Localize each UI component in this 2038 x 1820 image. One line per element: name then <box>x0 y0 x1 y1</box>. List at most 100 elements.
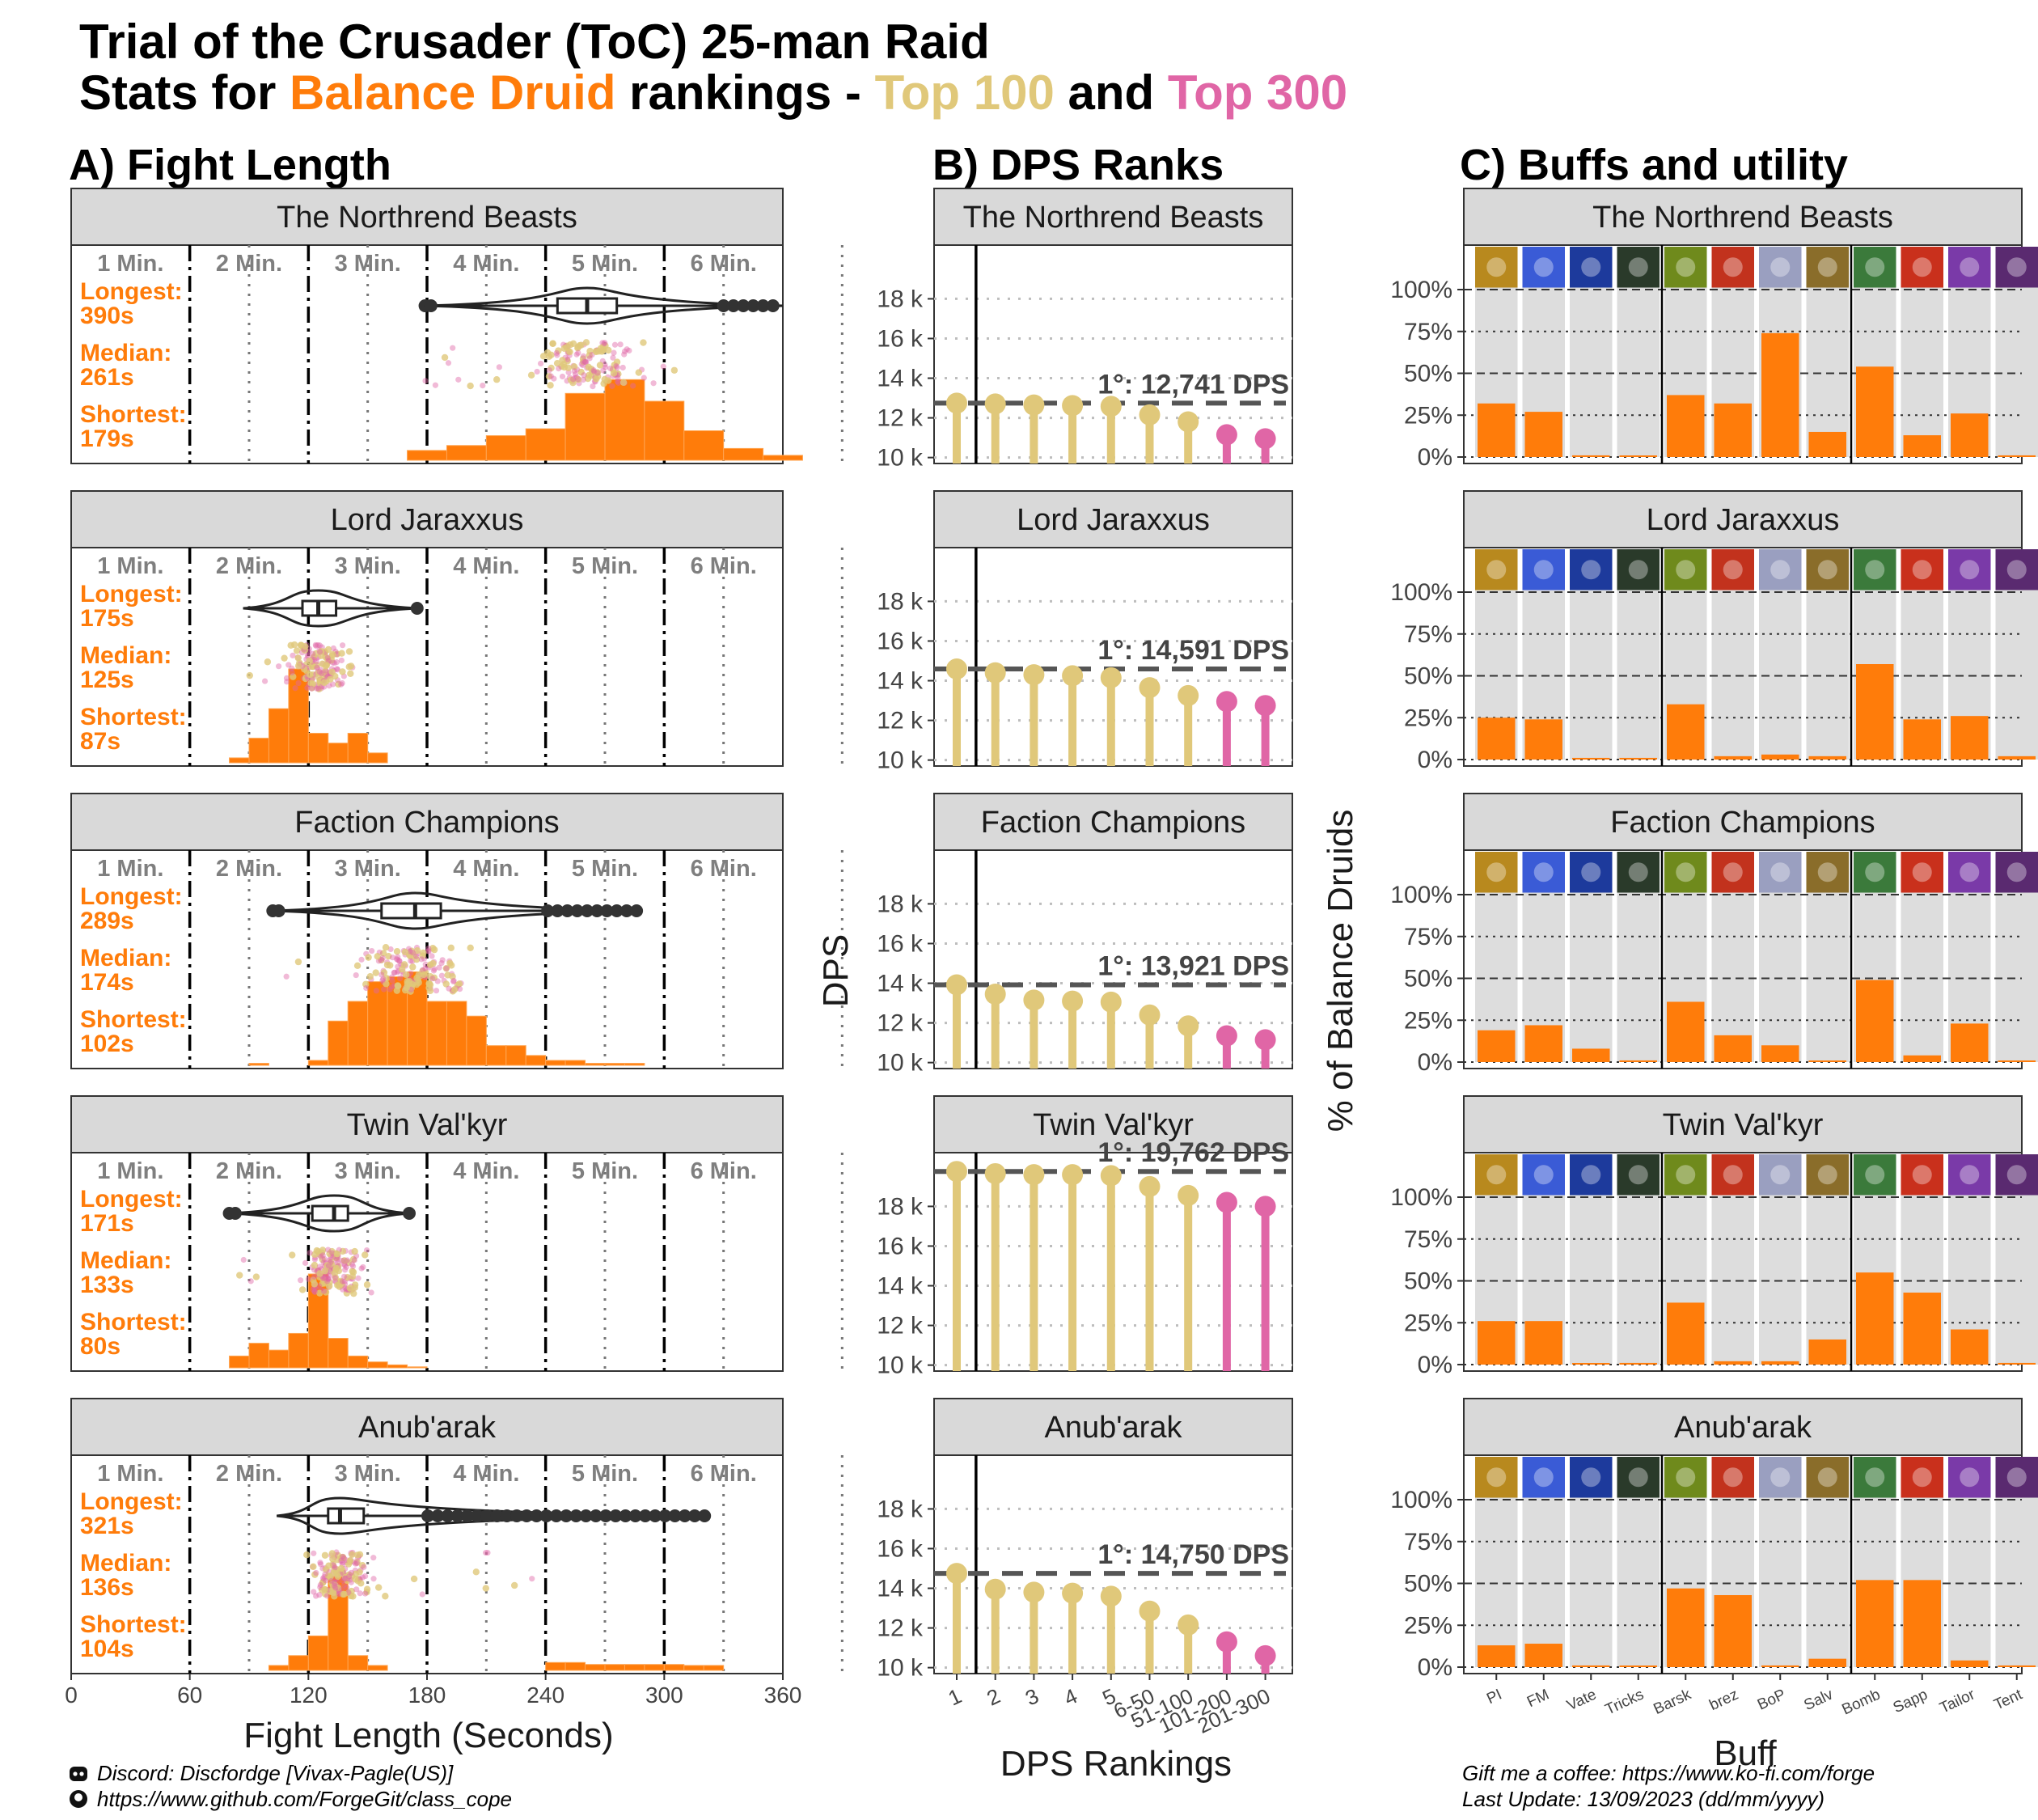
y-tick-label: 75% <box>1404 924 1452 950</box>
jitter-point <box>304 684 311 691</box>
jitter-point <box>341 1267 349 1273</box>
dps-facet: Twin Val'kyr 10 k 12 k 14 k 16 k 18 k 1°: 19,7… <box>877 1095 1293 1379</box>
jitter-point <box>575 376 581 383</box>
buff-bar <box>1478 1030 1516 1062</box>
jitter-point <box>580 353 586 359</box>
histogram-bar <box>229 1355 250 1369</box>
facet-strip-label: Faction Champions <box>981 806 1245 840</box>
icon-tile <box>1522 1457 1565 1498</box>
buff-bar-background <box>1570 286 1613 457</box>
y-tick-label: 16 k <box>877 325 924 352</box>
jitter-point <box>426 987 434 995</box>
jitter-point <box>323 1577 329 1584</box>
jitter-point <box>319 1252 326 1259</box>
minute-label: 1 Min. <box>97 251 163 277</box>
icon-glint <box>1960 1165 1980 1185</box>
icon-tile <box>1995 1154 2038 1196</box>
facet-strip <box>1463 793 2023 851</box>
jitter-point <box>321 1551 329 1559</box>
jitter-point <box>579 358 587 366</box>
buff-bar <box>1667 1588 1705 1667</box>
dps-facet: Anub'arak 10 k 12 k 14 k 16 k 18 k 1°: 14,750 … <box>877 1398 1293 1682</box>
jitter-point <box>320 1275 327 1282</box>
jitter-point <box>341 1262 348 1268</box>
histogram-bar <box>328 1338 349 1369</box>
icon-tile <box>1617 852 1660 893</box>
icon-tile <box>1664 247 1707 288</box>
lollipop-point <box>1100 667 1122 688</box>
footer-last-update: Last Update: 13/09/2023 (dd/mm/yyyy) <box>1462 1787 1824 1811</box>
jitter-point <box>425 948 432 954</box>
jitter-point <box>353 971 359 979</box>
icon-tile <box>1806 1154 1849 1196</box>
icon-glint <box>1533 257 1554 277</box>
histogram-bar <box>328 743 349 764</box>
minute-label: 6 Min. <box>691 1461 757 1487</box>
innervate-icon <box>1570 1154 1613 1196</box>
x-tick-label: 360 <box>764 1682 802 1708</box>
stat-shortest-label: Shortest: <box>80 1309 187 1335</box>
title-prefix: Stats for <box>79 66 290 120</box>
jitter-point <box>329 659 336 666</box>
jitter-point <box>353 1551 362 1559</box>
facet-strip-label: Lord Jaraxxus <box>1017 503 1210 537</box>
icon-glint <box>1912 560 1932 580</box>
jitter-point <box>332 1580 338 1586</box>
jitter-point <box>580 376 586 383</box>
jitter-point <box>370 1576 377 1582</box>
buff-bar <box>1856 980 1894 1062</box>
facet-strip-label: Twin Val'kyr <box>1033 1108 1194 1142</box>
title-class: Balance Druid <box>290 66 615 120</box>
jitter-point <box>332 1274 340 1281</box>
power-infusion-icon <box>1475 549 1518 590</box>
minute-label: 4 Min. <box>453 1461 519 1487</box>
battle-res-icon <box>1711 549 1754 590</box>
buff-facet: The Northrend Beasts 0% 25% 50% 75% 100% <box>1390 188 2038 471</box>
footer-github[interactable]: https://www.github.com/ForgeGit/class_co… <box>97 1787 512 1811</box>
figure-title: Trial of the Crusader (ToC) 25-man Raid … <box>79 15 1347 120</box>
jitter-point <box>467 944 474 951</box>
boxplot-outlier <box>619 1509 632 1522</box>
jitter-point <box>240 1256 247 1263</box>
jitter-point <box>352 1576 359 1583</box>
histogram-bar <box>545 1060 566 1066</box>
minute-label: 2 Min. <box>216 553 282 579</box>
icon-tile <box>1475 549 1518 590</box>
histogram-bar <box>387 1364 408 1369</box>
minute-label: 3 Min. <box>335 251 401 277</box>
icon-glint <box>2006 1467 2027 1488</box>
jitter-point <box>338 1557 345 1564</box>
y-tick-label: 100% <box>1390 277 1452 303</box>
boxplot-outlier <box>560 1509 573 1522</box>
buff-bar <box>1478 717 1516 760</box>
jitter-point <box>365 954 372 961</box>
y-tick-label: 18 k <box>877 1496 924 1522</box>
icon-tile <box>1522 852 1565 893</box>
power-infusion-icon <box>1475 852 1518 893</box>
jitter-point <box>412 955 421 963</box>
jitter-point <box>613 362 619 370</box>
histogram-bar <box>564 1060 586 1066</box>
buff-bar <box>1572 455 1610 457</box>
icon-glint <box>1533 1165 1554 1185</box>
buff-bar <box>1761 332 1799 457</box>
title-line-1: Trial of the Crusader (ToC) 25-man Raid <box>79 15 990 69</box>
histogram-bar <box>426 1001 447 1066</box>
histogram-bar <box>288 1655 309 1671</box>
jitter-point <box>312 1285 319 1293</box>
jitter-point <box>358 1562 366 1569</box>
icon-glint <box>1628 862 1648 882</box>
stat-median-value: 174s <box>80 969 134 996</box>
lollipop-point <box>946 1563 967 1585</box>
jitter-point <box>432 382 439 388</box>
jitter-point <box>418 956 425 963</box>
minute-label: 1 Min. <box>97 1158 163 1184</box>
stat-median-label: Median: <box>80 1247 171 1274</box>
icon-tile <box>1854 247 1896 288</box>
jitter-point <box>594 373 602 380</box>
jitter-point <box>395 982 402 990</box>
jitter-point <box>338 657 345 664</box>
icon-tile <box>1948 1154 1991 1196</box>
footer-kofi[interactable]: Gift me a coffee: https://www.ko-fi.com/… <box>1462 1761 1875 1785</box>
jitter-point <box>311 1267 318 1273</box>
